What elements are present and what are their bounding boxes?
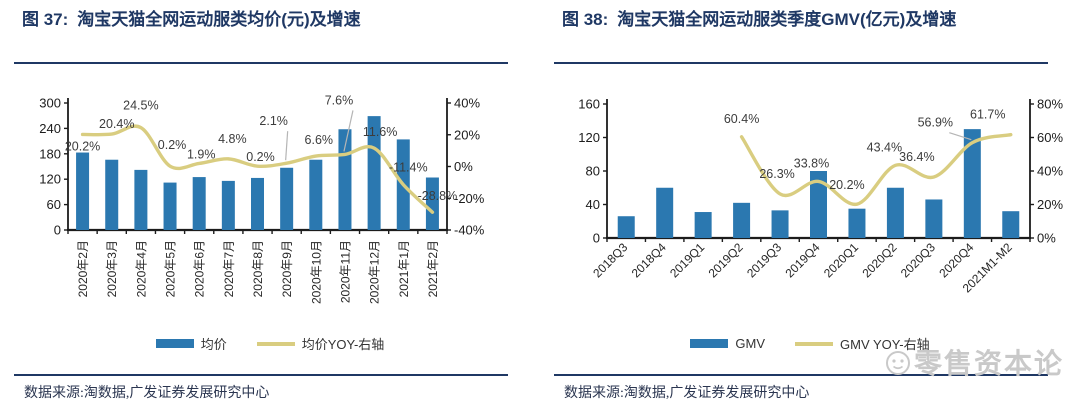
legend-item-bar: 均价 — [155, 334, 227, 353]
svg-text:60: 60 — [47, 197, 61, 212]
svg-text:2021年2月: 2021年2月 — [426, 240, 440, 297]
svg-text:-11.4%: -11.4% — [389, 161, 428, 175]
line-swatch-icon — [795, 341, 834, 346]
figure-37-number: 图 37: — [22, 10, 69, 29]
svg-text:-28.8%: -28.8% — [418, 189, 458, 203]
gmv-bar-line-chart: 0 40 80 120 160 0% 20% 40% 60% 80% 60.4% 26.3%33.8%… — [578, 97, 1063, 296]
svg-text:0.2%: 0.2% — [246, 150, 275, 164]
svg-text:0: 0 — [54, 223, 61, 238]
figure-38-panel: 图 38: 淘宝天猫全网运动服类季度GMV(亿元)及增速 0 40 80 120 160 0… — [540, 0, 1080, 413]
svg-text:-20%: -20% — [454, 191, 485, 206]
svg-text:7.6%: 7.6% — [325, 93, 354, 107]
figure-38-title-text: 淘宝天猫全网运动服类季度GMV(亿元)及增速 — [617, 10, 957, 29]
svg-text:2019Q1: 2019Q1 — [667, 240, 707, 280]
source-divider — [14, 374, 508, 376]
svg-text:2018Q4: 2018Q4 — [629, 240, 669, 280]
svg-text:0: 0 — [593, 231, 600, 246]
svg-text:2018Q3: 2018Q3 — [590, 240, 630, 280]
figure-38-number: 图 38: — [562, 10, 609, 29]
svg-text:300: 300 — [39, 96, 61, 111]
svg-text:36.4%: 36.4% — [899, 150, 934, 164]
avg-price-bar-line-chart: 0 60 120 180 240 300 -40% -20% 0% 20% 40% 20.2% 20.4… — [39, 93, 485, 304]
figure-38-source: 数据来源:淘数据,广发证券发展研究中心 — [564, 386, 810, 401]
svg-text:2020Q2: 2020Q2 — [859, 240, 899, 280]
svg-text:2019Q4: 2019Q4 — [783, 240, 823, 280]
svg-text:40%: 40% — [454, 96, 480, 111]
svg-text:0%: 0% — [454, 159, 473, 174]
svg-text:2020年9月: 2020年9月 — [280, 240, 294, 297]
svg-text:11.6%: 11.6% — [363, 125, 398, 139]
bar-swatch-icon — [155, 339, 194, 348]
svg-text:2020年12月: 2020年12月 — [368, 240, 382, 304]
svg-text:2020Q3: 2020Q3 — [898, 240, 938, 280]
svg-text:2020年11月: 2020年11月 — [338, 240, 352, 303]
svg-text:0%: 0% — [1037, 231, 1056, 246]
figure-37-title: 图 37: 淘宝天猫全网运动服类均价(元)及增速 — [22, 6, 518, 33]
legend-item-bar: GMV — [690, 336, 765, 351]
svg-text:180: 180 — [39, 146, 61, 161]
svg-text:240: 240 — [39, 121, 61, 136]
watermark-text: 零售资本论 — [913, 349, 1064, 380]
svg-text:160: 160 — [578, 97, 600, 112]
svg-text:2020年7月: 2020年7月 — [222, 240, 236, 297]
svg-text:2020年5月: 2020年5月 — [164, 240, 178, 297]
svg-text:2020年6月: 2020年6月 — [193, 240, 207, 297]
svg-text:20.4%: 20.4% — [99, 117, 134, 131]
svg-text:120: 120 — [578, 130, 600, 145]
legend-label: GMV YOY-右轴 — [840, 337, 930, 352]
figure-38-legend: GMV GMV YOY-右轴 — [540, 334, 1080, 353]
svg-text:80%: 80% — [1037, 97, 1063, 112]
svg-text:24.5%: 24.5% — [123, 99, 158, 113]
svg-text:26.3%: 26.3% — [759, 167, 794, 181]
legend-label: 均价YOY-右轴 — [301, 337, 385, 352]
legend-item-line: 均价YOY-右轴 — [256, 334, 385, 353]
svg-text:2019Q3: 2019Q3 — [744, 240, 784, 280]
source-divider — [554, 374, 1048, 376]
svg-text:6.6%: 6.6% — [305, 133, 334, 147]
svg-text:2019Q2: 2019Q2 — [706, 240, 746, 280]
svg-text:2020Q1: 2020Q1 — [821, 240, 861, 280]
line-swatch-icon — [256, 341, 295, 346]
svg-text:43.4%: 43.4% — [867, 140, 902, 154]
svg-text:20.2%: 20.2% — [829, 178, 864, 192]
legend-label: 均价 — [200, 337, 227, 352]
svg-text:1.9%: 1.9% — [187, 147, 216, 161]
svg-text:120: 120 — [39, 172, 61, 187]
svg-text:4.8%: 4.8% — [218, 132, 247, 146]
title-divider — [554, 62, 1048, 64]
svg-text:33.8%: 33.8% — [794, 156, 829, 170]
svg-text:20%: 20% — [454, 127, 480, 142]
svg-text:61.7%: 61.7% — [970, 108, 1005, 122]
svg-text:-40%: -40% — [454, 223, 485, 238]
svg-text:2020年4月: 2020年4月 — [134, 240, 148, 297]
title-divider — [14, 62, 508, 64]
svg-text:2021年1月: 2021年1月 — [397, 240, 411, 297]
figure-37-source: 数据来源:淘数据,广发证券发展研究中心 — [24, 386, 270, 401]
bar-swatch-icon — [690, 339, 729, 348]
svg-text:2020年3月: 2020年3月 — [105, 240, 119, 297]
figure-37-legend: 均价 均价YOY-右轴 — [0, 334, 540, 353]
svg-text:80: 80 — [586, 164, 600, 179]
legend-label: GMV — [735, 336, 766, 351]
svg-text:40: 40 — [586, 197, 600, 212]
retail-capital-watermark: 零售资本论 — [882, 342, 1064, 382]
figure-38-title: 图 38: 淘宝天猫全网运动服类季度GMV(亿元)及增速 — [562, 6, 1058, 33]
svg-text:0.2%: 0.2% — [158, 138, 187, 152]
svg-text:2020年8月: 2020年8月 — [251, 240, 265, 297]
svg-text:2020年10月: 2020年10月 — [309, 240, 323, 304]
svg-text:20.2%: 20.2% — [65, 139, 100, 153]
figure-37-title-text: 淘宝天猫全网运动服类均价(元)及增速 — [77, 10, 361, 29]
svg-text:2020年2月: 2020年2月 — [76, 240, 90, 297]
legend-item-line: GMV YOY-右轴 — [795, 334, 930, 353]
svg-text:2.1%: 2.1% — [259, 114, 288, 128]
svg-text:20%: 20% — [1037, 197, 1063, 212]
svg-text:56.9%: 56.9% — [918, 116, 953, 130]
svg-text:40%: 40% — [1037, 164, 1063, 179]
svg-text:60.4%: 60.4% — [724, 112, 759, 126]
svg-text:60%: 60% — [1037, 130, 1063, 145]
smiley-face-logo-icon — [885, 351, 910, 375]
figure-37-panel: 图 37: 淘宝天猫全网运动服类均价(元)及增速 0 60 120 180 240 300 -… — [0, 6, 540, 401]
